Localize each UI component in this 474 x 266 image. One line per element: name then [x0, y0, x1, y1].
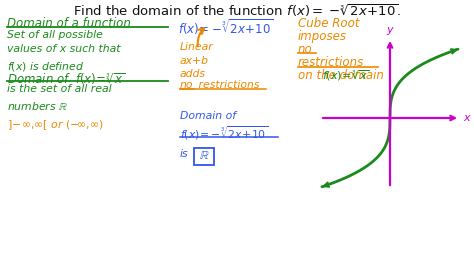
Text: no: no	[298, 43, 313, 56]
Text: is: is	[180, 149, 189, 159]
Text: restrictions: restrictions	[195, 80, 259, 90]
Text: restrictions: restrictions	[298, 56, 364, 69]
Text: $f(x)\!=\!\sqrt[3]{x}$: $f(x)\!=\!\sqrt[3]{x}$	[322, 69, 370, 83]
Text: no: no	[180, 80, 193, 90]
Text: y: y	[387, 25, 393, 35]
Text: $f(x)\!=\!-\!\sqrt[3]{2x\!+\!10}$: $f(x)\!=\!-\!\sqrt[3]{2x\!+\!10}$	[180, 124, 268, 142]
Text: is the set of all real
numbers $\mathbb{R}$: is the set of all real numbers $\mathbb{…	[7, 84, 111, 111]
Text: $\mathbb{R}$: $\mathbb{R}$	[199, 149, 209, 162]
Text: Cube Root: Cube Root	[298, 17, 359, 30]
Text: Set of all possible
values of x such that
$f(x)$ is defined: Set of all possible values of x such tha…	[7, 30, 120, 73]
Text: $f(x)\!=\!-\!\sqrt[3]{2x\!+\!10}$: $f(x)\!=\!-\!\sqrt[3]{2x\!+\!10}$	[178, 17, 273, 37]
FancyBboxPatch shape	[194, 148, 215, 164]
Text: imposes: imposes	[298, 30, 347, 43]
Text: Domain of a function: Domain of a function	[7, 17, 131, 30]
Text: Find the domain of the function $f(x) = -\!\sqrt[3]{2x\!+\!10}$.: Find the domain of the function $f(x) = …	[73, 2, 401, 19]
Text: Linear
ax+b
adds: Linear ax+b adds	[180, 42, 214, 79]
Text: on the domain: on the domain	[298, 69, 384, 82]
Text: x: x	[463, 113, 470, 123]
Text: $]\!-\!\infty,\!\infty[$ or $(-\!\infty,\!\infty)$: $]\!-\!\infty,\!\infty[$ or $(-\!\infty,…	[7, 118, 104, 132]
Text: Domain of: Domain of	[180, 111, 236, 121]
Text: Domain of  $f(x)\!=\!\sqrt[3]{x}$: Domain of $f(x)\!=\!\sqrt[3]{x}$	[7, 71, 125, 87]
